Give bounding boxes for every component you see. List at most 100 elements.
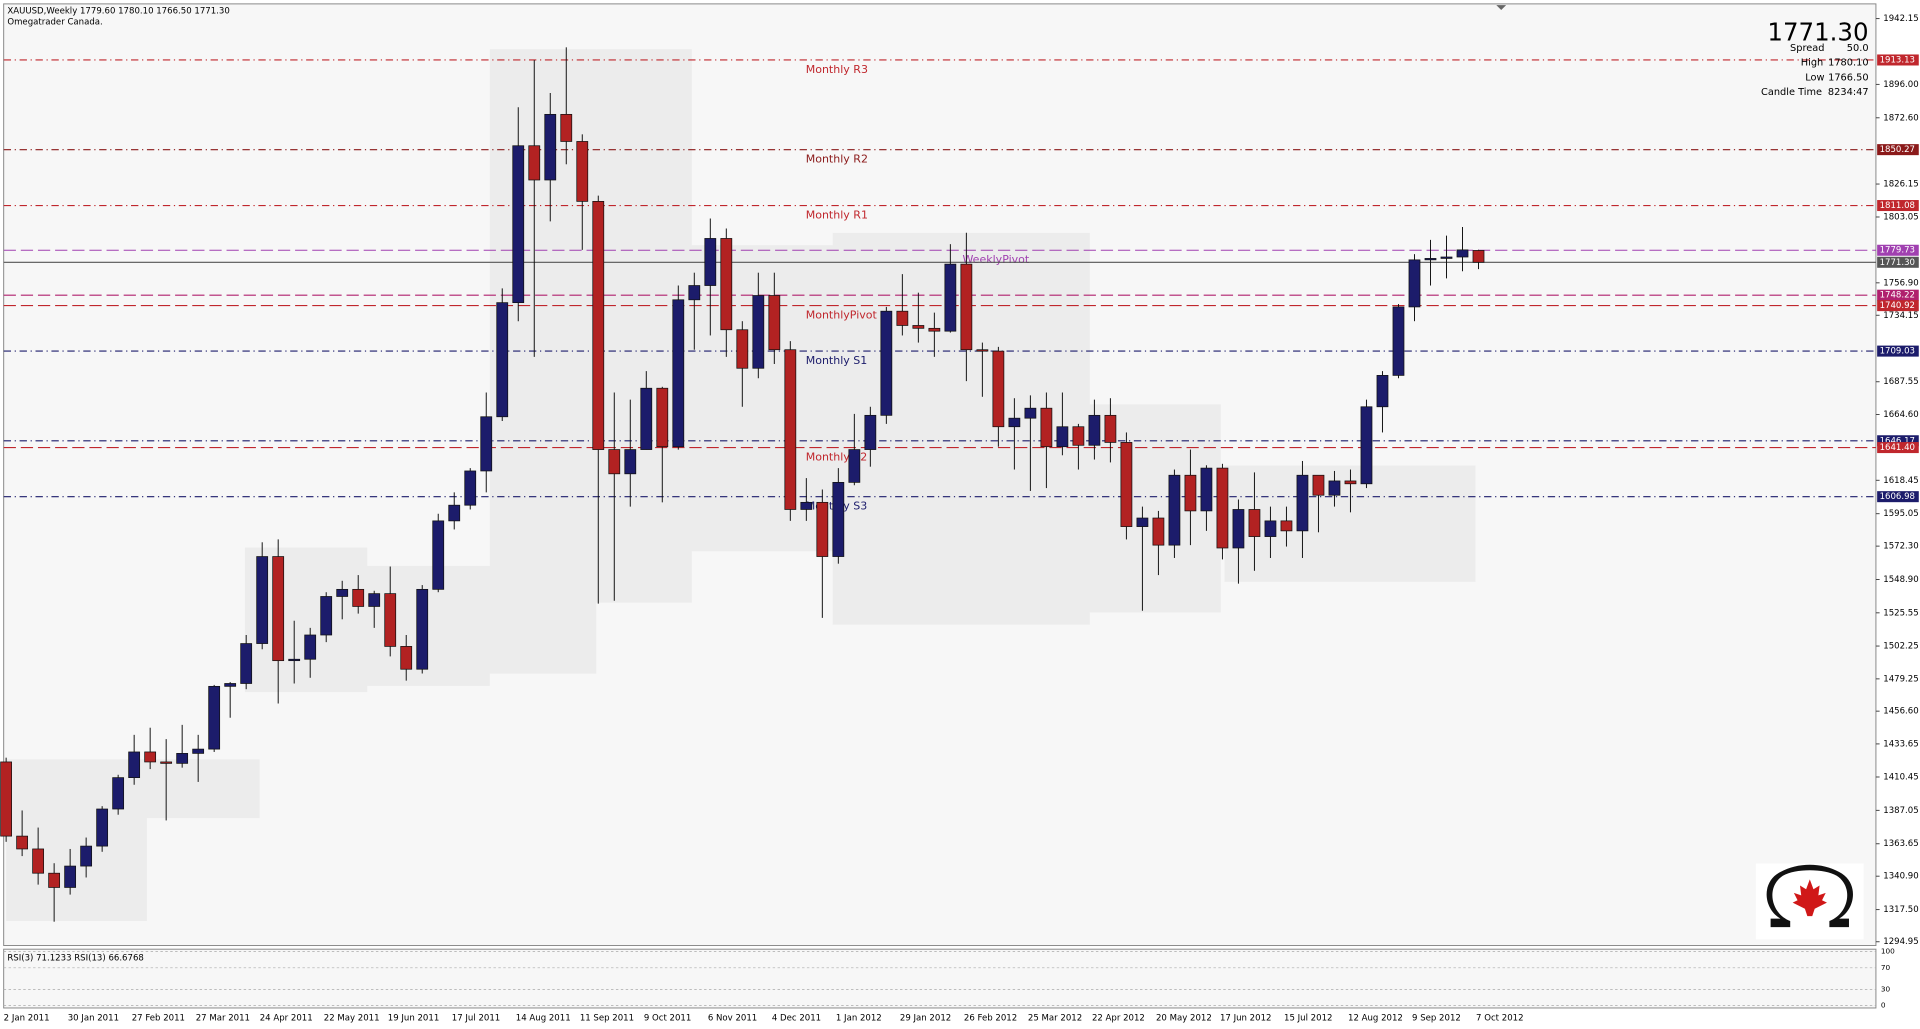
candle-body [336,588,349,597]
candle-body [240,643,253,684]
candle-body [1088,414,1101,446]
price-tag [1877,289,1919,301]
logo [1755,863,1864,940]
candle-body [672,299,685,448]
candle-body [720,238,733,331]
candle-body [1312,474,1325,496]
candle-body [608,449,621,475]
candle-body [1216,467,1229,549]
y-tick-label: 1942.15 [1883,14,1918,24]
candle-body [848,449,861,483]
price-tag-label: 1709.03 [1880,347,1915,357]
candle-body [288,658,301,662]
zone [146,759,260,819]
candle-body [880,310,893,416]
price-tag [1877,256,1919,268]
level-name: WeeklyPivot [962,253,1029,266]
candle-body [1280,520,1293,532]
candle-body [1344,480,1357,485]
level-name: Monthly R1 [806,208,868,221]
y-tick-label: 1595.05 [1883,509,1918,519]
candle-body [944,263,957,332]
low-value: 1766.50 [1828,72,1868,83]
symbol-line: XAUUSD,Weekly 1779.60 1780.10 1766.50 17… [7,7,229,17]
candle-body [1008,417,1021,428]
candle-body [1456,249,1469,258]
y-tick-label: 1664.60 [1883,410,1918,420]
candle-body [64,865,77,888]
candle-body [768,295,781,351]
x-tick-label: 27 Mar 2011 [196,1013,250,1023]
y-tick-label: 1687.55 [1883,377,1918,387]
candle-body [1424,258,1437,261]
spread-label: Spread [1790,43,1824,54]
candle-body [512,145,525,304]
x-tick-label: 24 Apr 2011 [260,1013,313,1023]
price-tag-label: 1606.98 [1880,492,1915,502]
price-tag-label: 1748.22 [1880,291,1915,301]
price-tag [1877,144,1919,156]
rsi-axis: 100 70 30 0 [3,947,1895,1010]
price-tag-label: 1740.92 [1880,301,1915,311]
x-tick-label: 17 Jul 2011 [452,1013,500,1023]
rsi-tick-label: 0 [1881,1001,1886,1010]
candle-body [800,501,813,510]
y-tick-label: 1502.25 [1883,642,1918,652]
rsi-label: RSI(3) 71.1233 RSI(13) 66.6768 [7,953,144,963]
candle-body [320,596,333,636]
candle-body [1264,520,1277,537]
candle-body [304,634,317,660]
candle-body [640,387,653,450]
candle-body [160,761,173,764]
x-tick-label: 9 Oct 2011 [644,1013,692,1023]
candle-body [416,588,429,670]
level-name: MonthlyPivot [806,308,878,321]
candle-body [448,504,461,522]
price-axis: 1942.15 1896.00 1872.60 1826.15 1803.05 1756.… [1875,14,1919,947]
rsi-tick-label: 70 [1881,963,1891,972]
time-axis: 2 Jan 2011 30 Jan 2011 27 Feb 2011 27 Mar 2… [4,1013,1524,1023]
shift-marker [1496,5,1507,11]
candle-body [976,349,989,352]
x-tick-label: 30 Jan 2011 [68,1013,119,1023]
candle-body [656,387,669,448]
candle-body [528,145,541,181]
price-tag [1877,435,1919,447]
x-tick-label: 9 Sep 2012 [1412,1013,1461,1023]
candle-body [1056,426,1069,448]
price-tag [1877,442,1919,454]
price-tag-label: 1771.30 [1880,258,1915,268]
candle-body [592,201,605,450]
level-name: Monthly S1 [806,354,868,367]
x-tick-label: 22 May 2011 [324,1013,380,1023]
candle-body [896,310,909,326]
candle-time-label: Candle Time [1761,87,1822,98]
price-tag [1877,491,1919,503]
candle-body [48,872,61,888]
x-tick-label: 25 Mar 2012 [1028,1013,1082,1023]
y-tick-label: 1572.30 [1883,542,1918,552]
candle-body [736,329,749,369]
candle-body [384,593,397,647]
price-tag-label: 1850.27 [1880,145,1915,155]
candle-body [96,808,109,847]
candle-body [464,470,477,506]
y-tick-label: 1734.15 [1883,311,1918,321]
candle-body [496,302,509,418]
candle-body [256,556,269,644]
candle-body [544,113,557,181]
x-tick-label: 7 Oct 2012 [1476,1013,1523,1023]
candle-body [1360,406,1373,485]
price-tag [1877,54,1919,66]
candle-body [912,325,925,329]
candle-body [224,683,237,687]
candles [0,47,1485,922]
candle-body [368,593,381,607]
candle-body [1408,259,1421,308]
x-tick-label: 4 Dec 2011 [772,1013,821,1023]
y-tick-label: 1803.05 [1883,212,1918,222]
candle-body [1152,517,1165,546]
candle-body [1072,426,1085,446]
bid-price: 1771.30 [1767,17,1868,46]
rsi-tick-label: 30 [1881,984,1891,993]
